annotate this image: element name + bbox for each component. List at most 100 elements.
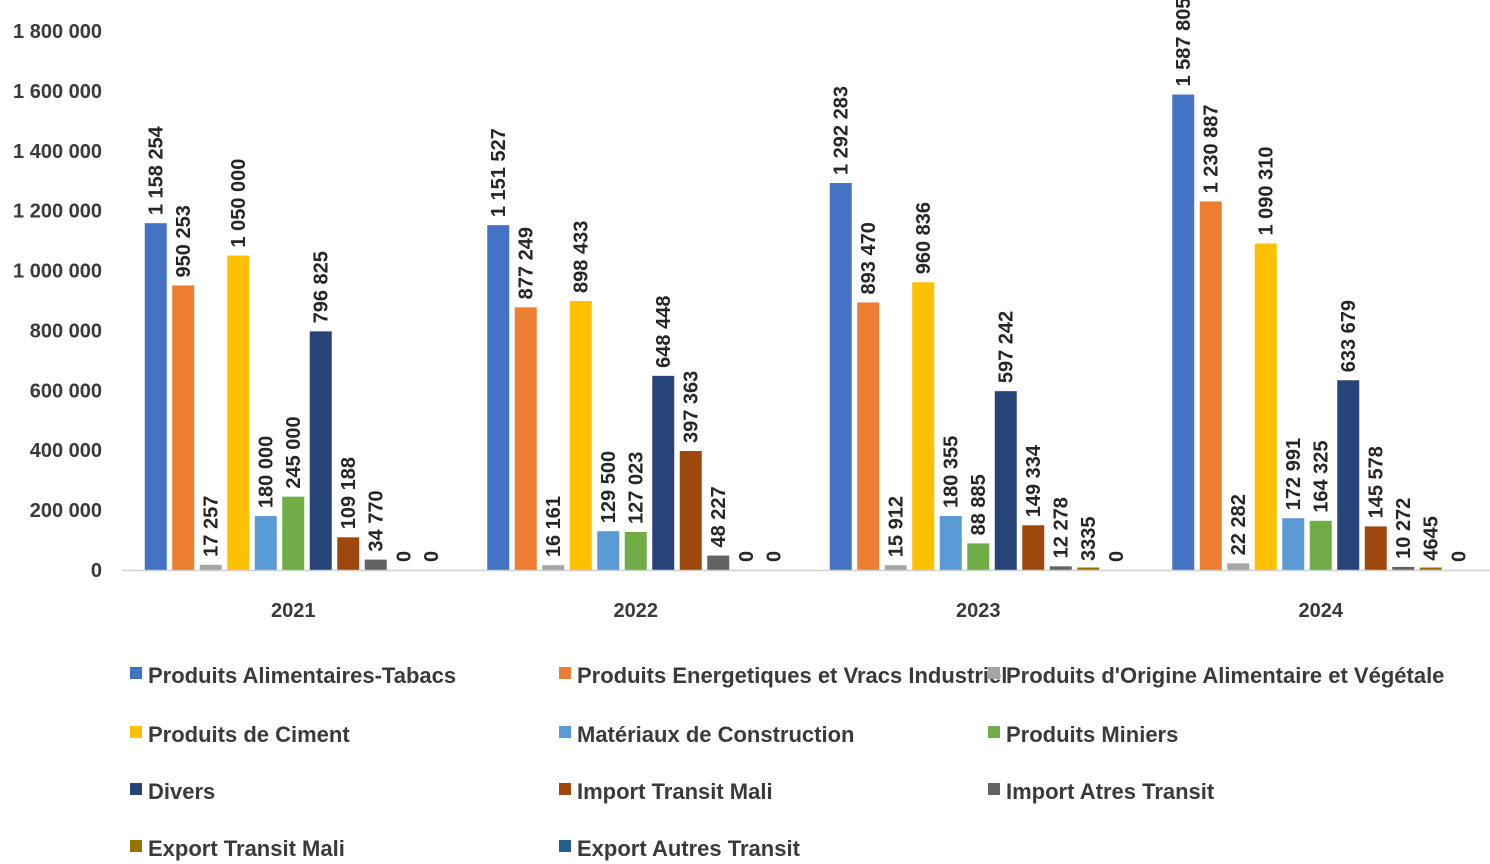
bar bbox=[1364, 526, 1387, 570]
data-label: 145 578 bbox=[1366, 446, 1388, 518]
data-label: 129 500 bbox=[598, 451, 620, 523]
bar bbox=[939, 515, 962, 570]
legend-item: Produits Energetiques et Vracs Industrie… bbox=[559, 663, 1007, 688]
data-label: 1 151 527 bbox=[488, 128, 510, 217]
bar bbox=[227, 255, 250, 571]
y-tick-label: 1 200 000 bbox=[13, 201, 102, 223]
legend-label: Import Atres Transit bbox=[1006, 779, 1215, 804]
bar bbox=[857, 302, 880, 570]
y-tick-label: 0 bbox=[91, 560, 102, 582]
data-label: 0 bbox=[736, 551, 758, 562]
legend-label: Divers bbox=[148, 779, 215, 804]
bar bbox=[144, 223, 167, 570]
legend-item: Produits de Ciment bbox=[130, 722, 350, 747]
bar bbox=[707, 555, 730, 570]
data-label: 898 433 bbox=[571, 221, 593, 293]
bar bbox=[1199, 201, 1222, 570]
data-label: 397 363 bbox=[681, 371, 703, 443]
bar bbox=[829, 183, 852, 571]
data-label: 109 188 bbox=[338, 457, 360, 529]
data-label: 4645 bbox=[1421, 516, 1443, 561]
legend-swatch bbox=[130, 783, 142, 795]
legend-swatch bbox=[559, 783, 571, 795]
data-label: 10 272 bbox=[1393, 498, 1415, 559]
legend-item: Produits d'Origine Alimentaire et Végéta… bbox=[988, 663, 1444, 688]
legend-swatch bbox=[130, 840, 142, 852]
data-label: 648 448 bbox=[653, 296, 675, 368]
legend-label: Produits Alimentaires-Tabacs bbox=[148, 663, 456, 688]
legend-label: Import Transit Mali bbox=[577, 779, 773, 804]
bar bbox=[254, 516, 277, 570]
y-tick-label: 800 000 bbox=[30, 320, 102, 342]
data-label: 0 bbox=[421, 551, 443, 562]
x-tick-label: 2023 bbox=[956, 600, 1001, 622]
legend-swatch bbox=[559, 726, 571, 738]
data-label: 796 825 bbox=[311, 251, 333, 323]
data-label: 164 325 bbox=[1311, 440, 1333, 512]
y-tick-label: 600 000 bbox=[30, 380, 102, 402]
bar bbox=[364, 559, 387, 570]
x-tick-label: 2022 bbox=[614, 600, 659, 622]
bar bbox=[487, 225, 510, 570]
legend-item: Divers bbox=[130, 779, 215, 804]
legend-item: Import Transit Mali bbox=[559, 779, 773, 804]
data-label: 127 023 bbox=[626, 452, 648, 524]
data-label: 0 bbox=[763, 551, 785, 562]
data-label: 17 257 bbox=[201, 496, 223, 557]
y-tick-label: 400 000 bbox=[30, 440, 102, 462]
legend-swatch bbox=[988, 783, 1000, 795]
legend-swatch bbox=[988, 667, 1000, 679]
legend-swatch bbox=[559, 840, 571, 852]
data-label: 1 090 310 bbox=[1256, 147, 1278, 236]
bar bbox=[1022, 525, 1045, 570]
bar bbox=[1309, 520, 1332, 570]
bar bbox=[597, 531, 620, 570]
bar bbox=[1419, 567, 1442, 570]
legend-label: Matériaux de Construction bbox=[577, 722, 854, 747]
data-label: 1 292 283 bbox=[831, 86, 853, 175]
bar bbox=[1172, 94, 1195, 570]
legend-label: Produits de Ciment bbox=[148, 722, 350, 747]
bar bbox=[994, 391, 1017, 570]
data-label: 877 249 bbox=[516, 227, 538, 299]
data-label: 0 bbox=[1448, 551, 1470, 562]
data-label: 22 282 bbox=[1228, 494, 1250, 555]
y-tick-label: 1 400 000 bbox=[13, 141, 102, 163]
bar bbox=[1077, 567, 1100, 570]
bar bbox=[542, 565, 565, 570]
bar bbox=[282, 496, 305, 570]
data-label: 12 278 bbox=[1051, 497, 1073, 558]
bars bbox=[144, 94, 1442, 571]
legend-swatch bbox=[559, 667, 571, 679]
y-tick-label: 200 000 bbox=[30, 500, 102, 522]
bar bbox=[679, 451, 702, 570]
data-label: 1 158 254 bbox=[146, 125, 168, 215]
data-label: 633 679 bbox=[1338, 300, 1360, 372]
legend-swatch bbox=[988, 726, 1000, 738]
y-tick-label: 1 600 000 bbox=[13, 81, 102, 103]
x-axis: 2021 2022 2023 2024 bbox=[271, 600, 1344, 622]
bar bbox=[884, 565, 907, 570]
legend-item: Import Atres Transit bbox=[988, 779, 1215, 804]
bar bbox=[337, 537, 360, 570]
legend: Produits Alimentaires-Tabacs Produits Ene… bbox=[130, 663, 1444, 861]
legend-label: Export Transit Mali bbox=[148, 836, 345, 861]
data-label: 960 836 bbox=[913, 202, 935, 274]
bar bbox=[1049, 566, 1072, 570]
bar bbox=[967, 543, 990, 570]
data-label: 1 050 000 bbox=[228, 159, 250, 248]
data-label: 0 bbox=[393, 551, 415, 562]
data-label: 88 885 bbox=[968, 474, 990, 535]
data-label: 893 470 bbox=[858, 222, 880, 294]
data-label: 950 253 bbox=[173, 205, 195, 277]
legend-swatch bbox=[130, 726, 142, 738]
y-axis: 0 200 000 400 000 600 000 800 000 1 000 000 1 … bbox=[13, 21, 102, 582]
legend-label: Export Autres Transit bbox=[577, 836, 801, 861]
bar bbox=[1337, 380, 1360, 570]
bar bbox=[1227, 563, 1250, 570]
data-label: 149 334 bbox=[1023, 444, 1045, 517]
bar bbox=[309, 331, 332, 570]
data-label: 0 bbox=[1106, 551, 1128, 562]
